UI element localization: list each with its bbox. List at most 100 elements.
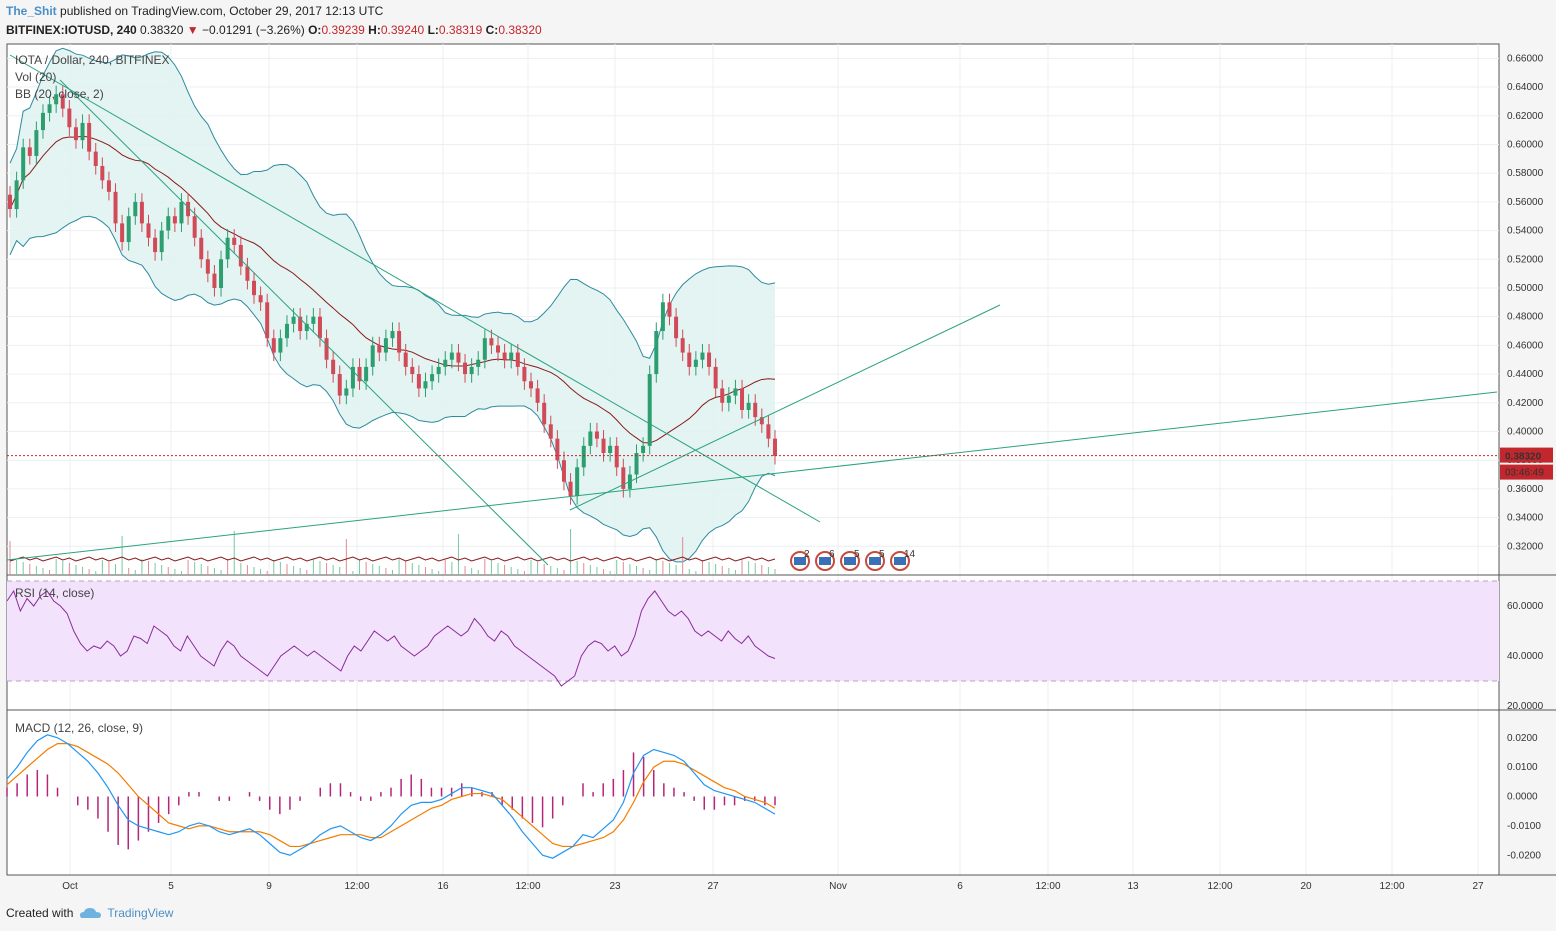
symbol-name: BITFINEX:IOTUSD, 240 — [6, 23, 137, 37]
candle-body — [687, 352, 692, 367]
candle-body — [614, 445, 619, 468]
candle-body — [575, 467, 580, 497]
trend-line — [9, 54, 821, 523]
high-value: 0.39240 — [380, 23, 425, 37]
candle-body — [542, 402, 547, 425]
candle-body — [535, 388, 540, 403]
x-tick-label: 23 — [609, 881, 621, 892]
candle-body — [370, 345, 375, 367]
candle-body — [80, 122, 85, 141]
last-price: 0.38320 — [140, 23, 184, 37]
candle-body — [733, 388, 738, 396]
candle-body — [199, 237, 204, 260]
candle-body — [713, 366, 718, 389]
candle-body — [331, 359, 336, 375]
flag-icon — [819, 557, 831, 565]
y-tick-label: 0.56000 — [1507, 197, 1544, 208]
candle-body — [219, 259, 224, 288]
y-tick-label: 0.32000 — [1507, 541, 1544, 552]
close-label: C: — [485, 23, 499, 37]
candle-body — [588, 431, 593, 446]
candle-body — [93, 151, 98, 166]
candle-body — [350, 366, 355, 389]
x-tick-label: 13 — [1127, 881, 1139, 892]
flag-icon — [794, 557, 806, 565]
x-tick-label: 27 — [1472, 881, 1484, 892]
event-count: 5 — [854, 549, 860, 560]
y-tick-label: 0.62000 — [1507, 111, 1544, 122]
candle-body — [344, 388, 349, 396]
x-tick-label: 6 — [957, 881, 963, 892]
trend-line — [59, 79, 549, 566]
candle-body — [40, 112, 45, 131]
rsi-tick-label: 20.0000 — [1507, 701, 1544, 712]
candle-body — [67, 108, 72, 128]
candle-body — [278, 338, 283, 353]
candle-body — [73, 127, 78, 141]
event-count: 5 — [879, 549, 885, 560]
tradingview-link[interactable]: TradingView — [79, 906, 173, 920]
open-label: O: — [308, 23, 322, 37]
x-tick-label: 12:00 — [1035, 881, 1060, 892]
candle-body — [284, 323, 289, 339]
candle-body — [120, 223, 125, 243]
y-tick-label: 0.46000 — [1507, 340, 1544, 351]
price-change: −0.01291 (−3.26%) — [202, 23, 305, 37]
macd-tick-label: -0.0100 — [1507, 821, 1541, 832]
candle-body — [436, 366, 441, 375]
bollinger-upper — [9, 47, 776, 359]
candle-body — [139, 201, 144, 224]
event-count: 14 — [904, 549, 916, 560]
candle-body — [469, 366, 474, 375]
y-tick-label: 0.52000 — [1507, 254, 1544, 265]
countdown-badge — [1500, 464, 1553, 480]
candle-body — [647, 374, 652, 446]
candle-body — [87, 122, 92, 152]
candle-body — [27, 147, 32, 156]
candle-body — [159, 230, 164, 253]
candle-body — [548, 424, 553, 439]
candle-body — [54, 94, 59, 105]
x-tick-label: 9 — [266, 881, 272, 892]
flag-icon — [844, 557, 856, 565]
candle-body — [660, 302, 665, 332]
candle-body — [528, 381, 533, 389]
x-tick-label: 12:00 — [1207, 881, 1232, 892]
publish-header: The_Shit published on TradingView.com, O… — [6, 4, 383, 18]
y-tick-label: 0.36000 — [1507, 484, 1544, 495]
candle-body — [674, 316, 679, 339]
y-tick-label: 0.50000 — [1507, 283, 1544, 294]
candle-body — [522, 366, 527, 382]
macd-line — [6, 734, 776, 859]
candle-body — [601, 438, 606, 454]
candle-body — [456, 352, 461, 363]
macd-tick-label: 0.0100 — [1507, 762, 1538, 773]
candle-body — [232, 237, 237, 245]
candle-body — [100, 165, 105, 181]
macd-tick-label: -0.0200 — [1507, 850, 1541, 861]
y-tick-label: 0.58000 — [1507, 168, 1544, 179]
candle-body — [746, 402, 751, 410]
candle-body — [133, 201, 138, 217]
candle-body — [324, 338, 329, 360]
candle-body — [555, 438, 560, 461]
tradingview-cloud-icon — [80, 908, 102, 918]
x-tick-label: 16 — [437, 881, 449, 892]
rsi-line — [6, 589, 776, 687]
bollinger-lower — [9, 215, 776, 563]
candle-body — [271, 338, 276, 353]
candle-body — [397, 331, 402, 353]
candle-body — [561, 460, 566, 482]
candle-body — [34, 130, 39, 156]
candle-body — [766, 424, 771, 439]
candle-body — [740, 388, 745, 410]
author-name[interactable]: The_Shit — [6, 4, 57, 18]
candle-body — [720, 388, 725, 403]
x-tick-label: Nov — [829, 881, 847, 892]
bollinger-fill — [10, 48, 775, 562]
open-value: 0.39239 — [321, 23, 365, 37]
x-tick-label: 12:00 — [515, 881, 540, 892]
candle-body — [383, 338, 388, 353]
candle-body — [568, 481, 573, 497]
